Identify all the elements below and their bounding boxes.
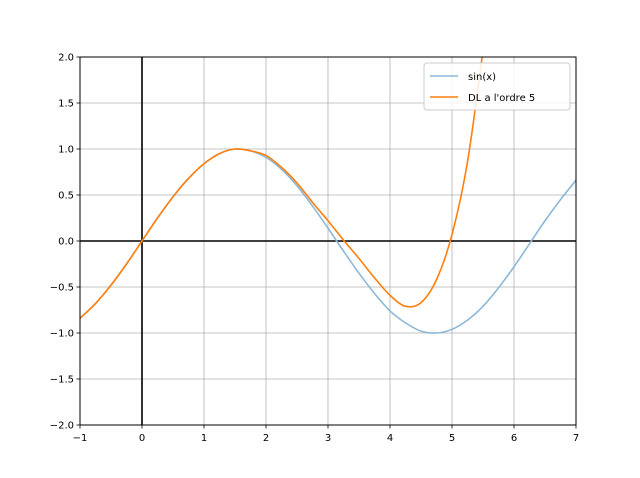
x-tick-label: 6: [511, 433, 517, 444]
ticks: −1 0 1 2 3 4 5 6 7 −2.0 −1.5 −1.0 −0.5 0.0 0.5 1.0 1.5 2.…: [50, 53, 579, 445]
x-tick-label: 5: [449, 433, 455, 444]
y-tick-label: 0.5: [58, 191, 74, 202]
series-layer: [80, 57, 576, 334]
legend-box: [423, 62, 571, 111]
legend-label: sin(x): [468, 72, 496, 83]
x-tick-label: 1: [201, 433, 207, 444]
y-tick-label: −2.0: [50, 421, 74, 432]
x-tick-label: 2: [263, 433, 269, 444]
y-tick-label: 1.5: [58, 99, 74, 110]
x-tick-label: 4: [387, 433, 393, 444]
y-tick-label: −0.5: [50, 283, 74, 294]
y-tick-label: 1.0: [58, 145, 74, 156]
x-tick-label: 7: [573, 433, 579, 444]
taylor-series-line: [80, 57, 483, 319]
x-tick-label: 0: [139, 433, 145, 444]
y-tick-label: −1.5: [50, 375, 74, 386]
x-tick-label: 3: [325, 433, 331, 444]
y-tick-label: 2.0: [58, 53, 74, 64]
legend: sin(x) DL a l'ordre 5: [423, 62, 571, 111]
legend-label: DL a l'ordre 5: [468, 93, 535, 104]
y-tick-label: 0.0: [58, 237, 74, 248]
y-tick-label: −1.0: [50, 329, 74, 340]
x-tick-label: −1: [73, 433, 88, 444]
